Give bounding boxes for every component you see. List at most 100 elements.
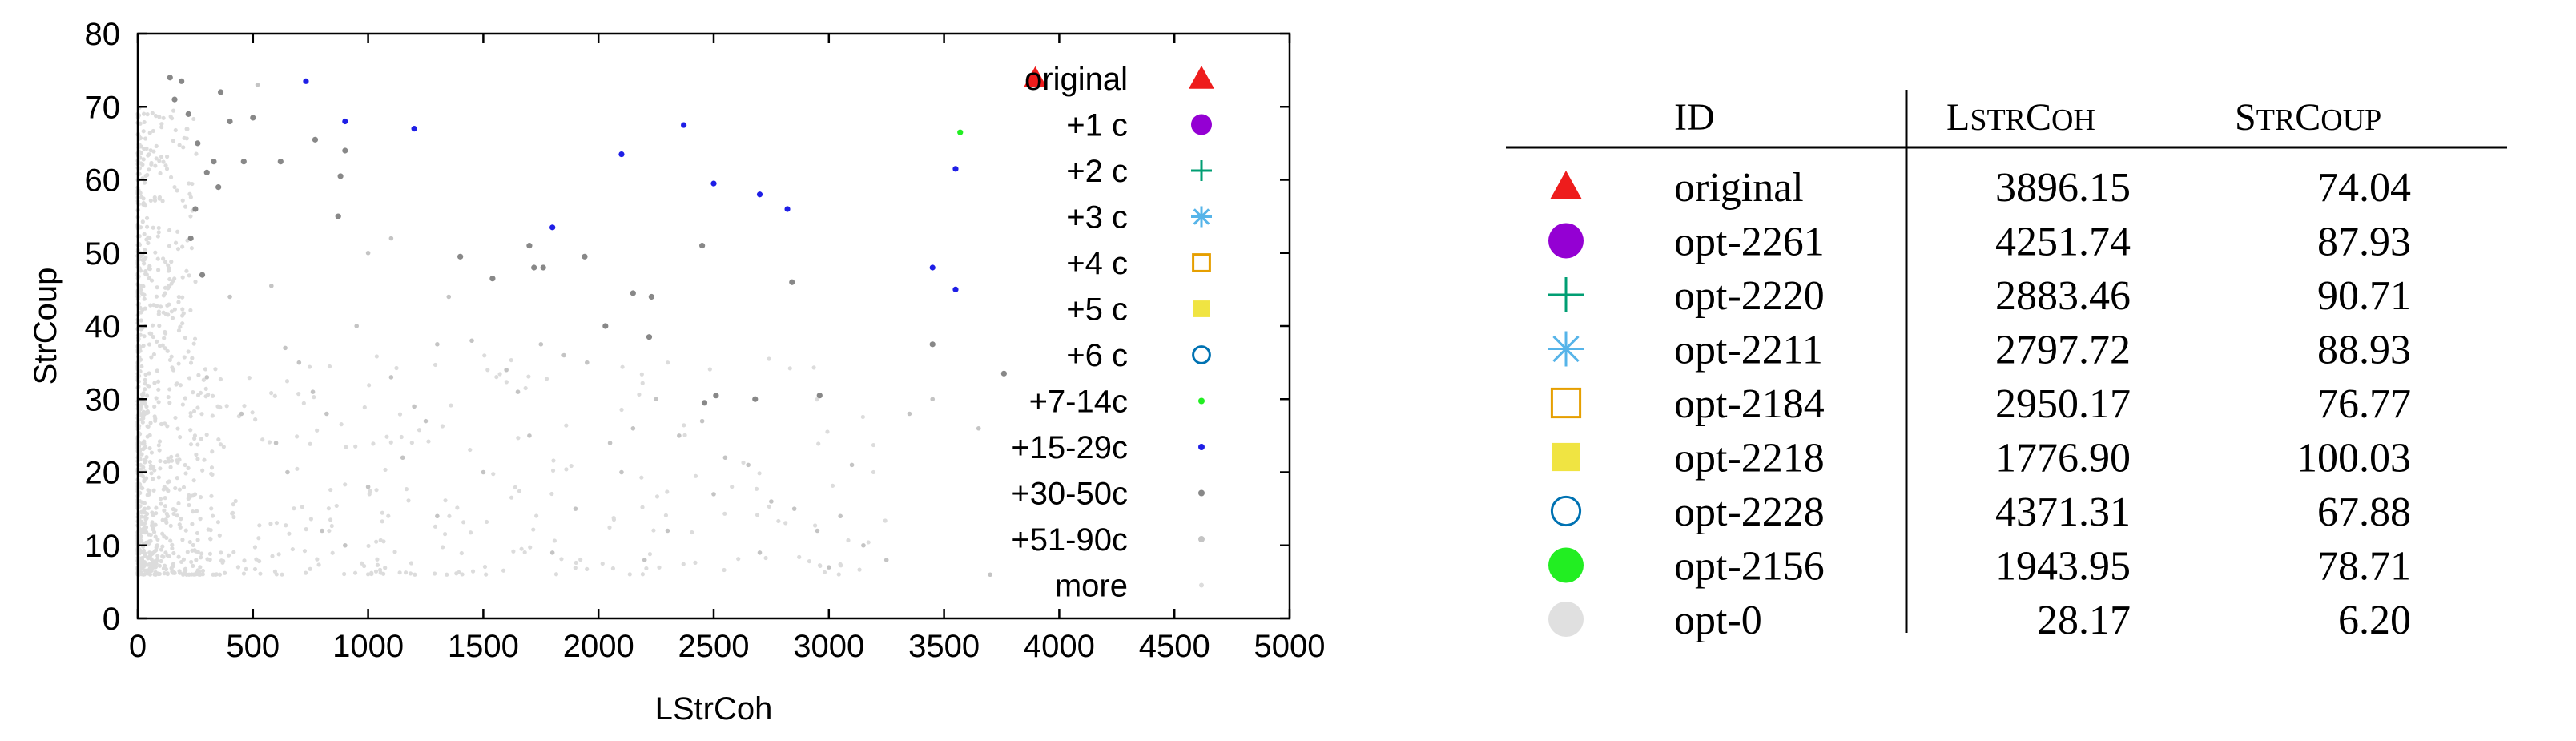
cloud-point <box>459 550 464 556</box>
data-point <box>540 264 546 271</box>
cloud-point <box>755 513 760 517</box>
cloud-point <box>151 488 156 493</box>
cloud-point <box>460 572 465 577</box>
data-point <box>929 341 936 348</box>
cloud-point <box>447 513 452 518</box>
legend-label: +4 c <box>1066 246 1128 281</box>
cloud-point <box>143 460 147 465</box>
cloud-point <box>152 195 157 200</box>
legend-label: +2 c <box>1066 154 1128 189</box>
cloud-point <box>139 310 143 315</box>
cloud-point <box>787 366 792 371</box>
cloud-point <box>187 191 192 196</box>
cloud-point <box>143 255 148 260</box>
row-strcoup: 67.88 <box>2317 489 2411 535</box>
cloud-point <box>442 532 448 537</box>
cloud-point <box>171 550 176 556</box>
cloud-point <box>184 572 189 577</box>
cloud-point <box>169 454 174 459</box>
data-point <box>337 173 344 179</box>
cloud-point <box>147 236 152 240</box>
cloud-point <box>157 324 162 328</box>
cloud-point <box>215 520 221 525</box>
cloud-point <box>504 380 509 385</box>
y-tick-label: 50 <box>85 236 121 272</box>
row-id: opt-2218 <box>1674 436 1825 481</box>
small-caps-part: OH <box>2051 103 2095 137</box>
cloud-point <box>147 384 151 389</box>
data-point <box>199 272 206 278</box>
cloud-point <box>143 203 148 208</box>
row-marker-icon <box>1548 331 1584 367</box>
cloud-point <box>183 396 187 401</box>
data-point <box>171 96 178 103</box>
cloud-point <box>639 372 644 377</box>
cloud-point <box>163 504 167 509</box>
cloud-point <box>871 442 876 448</box>
legend-label: +15-29c <box>1011 430 1128 465</box>
table-header-cell: ID <box>1674 96 1715 139</box>
cloud-point <box>280 572 284 577</box>
cloud-point <box>163 517 168 522</box>
data-point <box>435 342 440 347</box>
cloud-point <box>443 498 448 503</box>
cloud-point <box>188 308 193 312</box>
table-row: original 3896.15 74.04 <box>1550 165 2411 211</box>
cloud-point <box>163 459 168 465</box>
cloud-point <box>145 112 150 117</box>
cloud-point <box>167 554 171 559</box>
cloud-point <box>807 558 811 564</box>
cloud-point <box>139 364 144 369</box>
cloud-point <box>158 171 163 176</box>
cloud-point <box>167 357 173 363</box>
cloud-point <box>257 523 262 528</box>
cloud-point <box>308 441 312 446</box>
cloud-point <box>180 198 185 203</box>
cloud-point <box>188 411 193 416</box>
cloud-point <box>142 439 147 444</box>
cloud-point <box>639 475 644 480</box>
cloud-point <box>137 432 143 437</box>
legend-label: +1 c <box>1066 108 1128 143</box>
data-point <box>423 418 429 424</box>
cloud-point <box>140 163 145 167</box>
cloud-point <box>173 127 178 133</box>
cloud-point <box>549 491 554 497</box>
small-caps-part: STR <box>1970 103 2026 137</box>
cloud-point <box>163 496 167 501</box>
cloud-point <box>406 498 411 503</box>
data-point <box>701 400 708 406</box>
cloud-point <box>173 415 178 421</box>
cloud-point <box>528 545 533 550</box>
cloud-point <box>191 493 195 498</box>
cloud-point <box>180 307 185 312</box>
x-tick-label: 3000 <box>793 629 864 664</box>
cloud-point <box>491 472 496 477</box>
data-point <box>746 462 751 468</box>
cloud-point <box>433 571 437 576</box>
cloud-point <box>164 154 170 159</box>
cloud-point <box>145 424 150 429</box>
legend-label: +30-50c <box>1011 477 1128 512</box>
cloud-point <box>316 562 321 567</box>
data-point <box>531 264 537 271</box>
cloud-point <box>187 273 191 278</box>
cloud-point <box>180 244 185 249</box>
cloud-point <box>168 523 173 528</box>
cloud-point <box>304 527 308 532</box>
cloud-point <box>151 352 157 357</box>
cloud-point <box>183 528 188 533</box>
cloud-point <box>163 550 168 555</box>
cloud-point <box>267 440 272 445</box>
cloud-point <box>287 531 292 536</box>
cloud-point <box>860 414 865 420</box>
cloud-point <box>168 538 173 543</box>
cloud-point <box>201 377 206 382</box>
cloud-point <box>188 428 193 433</box>
cloud-point <box>690 530 694 535</box>
cloud-point <box>165 513 171 518</box>
cloud-point <box>651 528 656 533</box>
cloud-point <box>359 561 364 566</box>
data-point <box>296 360 302 365</box>
cloud-point <box>153 570 158 574</box>
